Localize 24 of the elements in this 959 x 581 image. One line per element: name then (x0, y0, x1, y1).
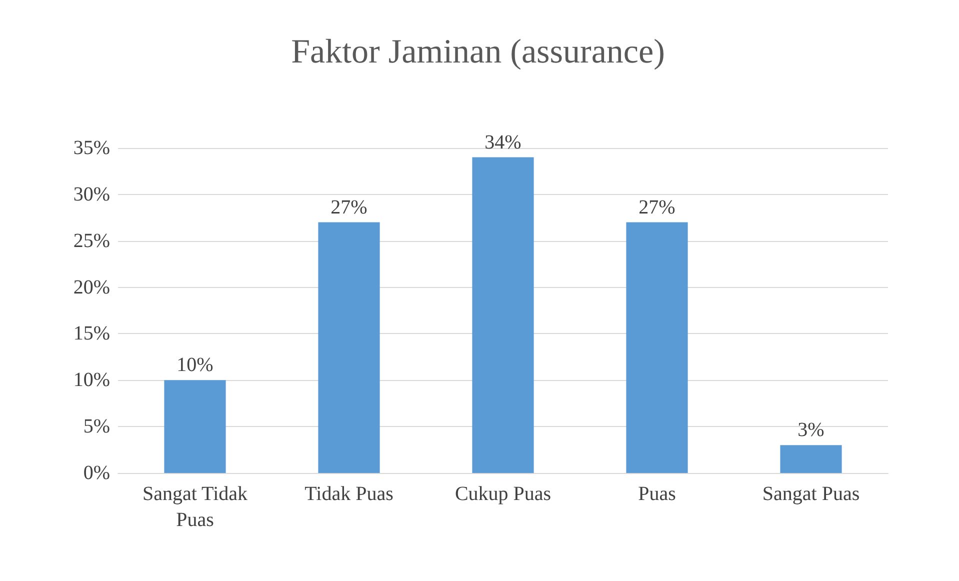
data-label: 10% (176, 354, 214, 376)
bar (626, 222, 688, 473)
x-tick-label: Sangat Tidak Puas (142, 483, 248, 531)
data-label: 3% (798, 419, 824, 442)
chart-title: Faktor Jaminan (assurance) (291, 34, 665, 70)
x-tick-label: Sangat Puas (762, 483, 860, 505)
data-label: 27% (638, 196, 676, 218)
y-tick-label: 5% (83, 416, 110, 438)
y-tick-label: 25% (73, 230, 110, 252)
bar (164, 380, 226, 473)
bar (472, 157, 534, 473)
x-tick-label: Cukup Puas (454, 483, 552, 505)
x-tick-label: Puas (638, 483, 676, 505)
data-label: 34% (484, 131, 522, 154)
y-tick-label: 30% (73, 183, 110, 206)
y-tick-label: 35% (73, 137, 110, 159)
y-tick-label: 15% (73, 322, 110, 345)
y-tick-label: 0% (83, 462, 110, 484)
y-tick-label: 20% (73, 276, 110, 298)
x-tick-label: Tidak Puas (304, 483, 394, 505)
bar (780, 445, 842, 473)
bar (318, 222, 380, 473)
y-tick-label: 10% (73, 369, 110, 392)
data-label: 27% (330, 196, 368, 218)
